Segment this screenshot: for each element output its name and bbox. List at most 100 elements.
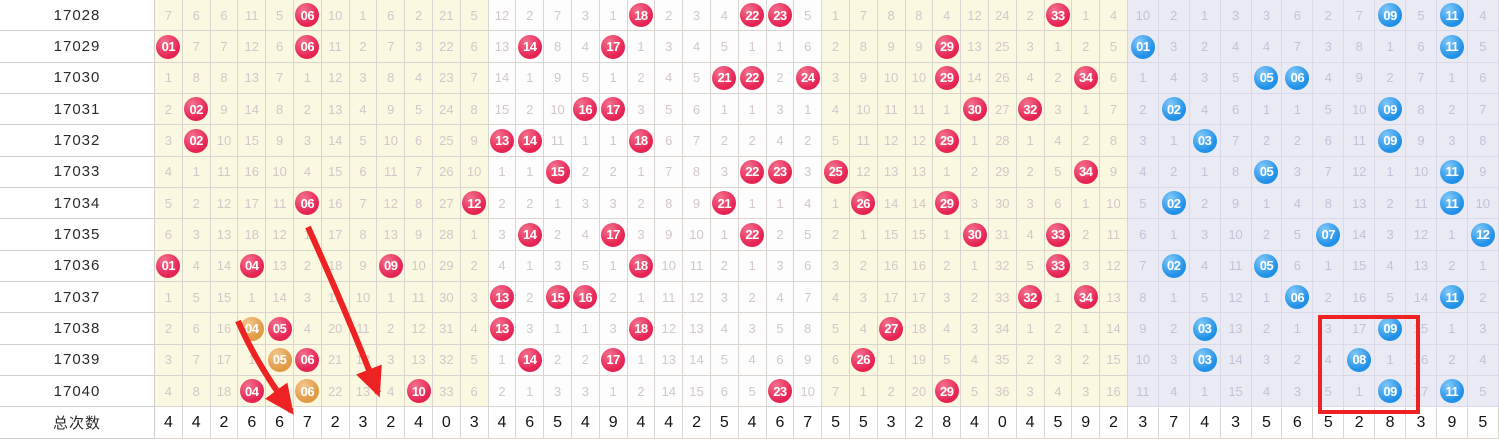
miss-count-cell: 3 (738, 313, 767, 345)
blue-ball-02: 02 (1161, 191, 1186, 216)
miss-count-cell: 10 (849, 94, 878, 126)
miss-count-cell: 1 (1189, 376, 1221, 408)
period-label: 17038 (0, 313, 155, 345)
ball-cell: 02 (182, 125, 211, 157)
miss-count-cell: 2 (1072, 219, 1101, 251)
ball-cell: 04 (238, 313, 267, 345)
miss-count-cell: 1 (627, 31, 656, 63)
blue-ball-09: 09 (1378, 97, 1403, 122)
miss-count-cell: 2 (571, 344, 600, 377)
total-count-cell: 3 (1220, 407, 1252, 439)
miss-count-cell: 9 (1344, 62, 1376, 95)
total-count-cell: 9 (1072, 407, 1101, 439)
miss-count-cell: 13 (377, 219, 406, 251)
total-count-cell: 2 (683, 407, 711, 439)
total-count-cell: 5 (710, 407, 739, 439)
miss-count-cell: 1 (849, 376, 878, 408)
period-label: 17036 (0, 250, 155, 283)
miss-count-cell: 5 (155, 188, 183, 220)
miss-count-cell: 6 (1406, 31, 1437, 63)
miss-count-cell: 28 (988, 125, 1017, 157)
miss-count-cell: 31 (432, 313, 461, 345)
miss-count-cell: 2 (1251, 313, 1283, 345)
miss-count-cell: 13 (1220, 313, 1252, 345)
miss-count-cell: 5 (1189, 282, 1221, 314)
total-count-cell: 4 (571, 407, 600, 439)
miss-count-cell: 5 (571, 62, 600, 95)
miss-count-cell: 2 (516, 282, 545, 314)
total-count-cell: 4 (405, 407, 433, 439)
miss-count-cell: 32 (432, 344, 461, 377)
miss-count-cell: 11 (849, 125, 878, 157)
miss-count-cell: 5 (766, 313, 795, 345)
ball-cell: 21 (710, 188, 739, 220)
miss-count-cell: 17 (1406, 376, 1437, 408)
miss-count-cell: 10 (877, 62, 906, 95)
miss-count-cell: 7 (655, 156, 684, 189)
miss-count-cell: 2 (599, 282, 628, 314)
ball-cell: 09 (1375, 376, 1407, 408)
miss-count-cell: 7 (377, 31, 406, 63)
miss-count-cell: 13 (683, 313, 711, 345)
red-ball-17: 17 (601, 97, 626, 122)
miss-count-cell: 5 (1016, 250, 1045, 283)
red-ball-17: 17 (601, 34, 626, 59)
miss-count-cell: 6 (710, 376, 739, 408)
miss-count-cell: 22 (432, 31, 461, 63)
ball-cell: 34 (1072, 156, 1101, 189)
miss-count-cell: 20 (905, 376, 934, 408)
miss-count-cell: 7 (460, 62, 489, 95)
miss-count-cell: 3 (1220, 0, 1252, 32)
miss-count-cell: 7 (182, 31, 211, 63)
miss-count-cell: 24 (988, 0, 1017, 32)
miss-count-cell: 2 (155, 313, 183, 345)
miss-count-cell: 9 (655, 219, 684, 251)
miss-count-cell: 14 (238, 94, 267, 126)
miss-count-cell: 2 (1189, 31, 1221, 63)
miss-count-cell: 8 (182, 62, 211, 95)
total-count-cell: 5 (849, 407, 878, 439)
miss-count-cell: 3 (961, 313, 989, 345)
ball-cell: 04 (238, 376, 267, 408)
total-count-cell: 5 (1313, 407, 1345, 439)
orange-ball-05: 05 (267, 347, 292, 372)
miss-count-cell: 3 (822, 62, 850, 95)
miss-count-cell: 1 (599, 0, 628, 32)
miss-count-cell: 5 (1220, 62, 1252, 95)
ball-cell: 22 (738, 156, 767, 189)
miss-count-cell: 11 (1406, 188, 1437, 220)
miss-count-cell: 6 (1044, 188, 1073, 220)
ball-cell: 21 (710, 62, 739, 95)
miss-count-cell: 1 (1072, 188, 1101, 220)
miss-count-cell: 12 (849, 156, 878, 189)
miss-count-cell: 7 (349, 188, 378, 220)
miss-count-cell: 10 (905, 62, 934, 95)
red-ball-25: 25 (823, 159, 848, 184)
miss-count-cell: 5 (405, 94, 433, 126)
ball-cell: 11 (1436, 282, 1468, 314)
ball-cell: 01 (1127, 31, 1159, 63)
miss-count-cell: 1 (599, 250, 628, 283)
miss-count-cell: 8 (1406, 94, 1437, 126)
miss-count-cell: 1 (1282, 94, 1314, 126)
total-count-cell: 4 (155, 407, 183, 439)
miss-count-cell: 3 (627, 94, 656, 126)
miss-count-cell: 4 (933, 313, 962, 345)
miss-count-cell: 3 (1072, 376, 1101, 408)
ball-cell: 26 (849, 188, 878, 220)
ball-cell: 11 (1436, 31, 1468, 63)
miss-count-cell: 4 (822, 282, 850, 314)
miss-count-cell: 4 (1189, 250, 1221, 283)
miss-count-cell: 1 (516, 376, 545, 408)
miss-count-cell: 7 (1313, 156, 1345, 189)
ball-cell: 29 (933, 188, 962, 220)
miss-count-cell: 8 (1313, 188, 1345, 220)
red-ball-12: 12 (462, 191, 487, 216)
period-label: 17037 (0, 282, 155, 314)
miss-count-cell: 6 (405, 125, 433, 157)
total-count-cell: 4 (1016, 407, 1045, 439)
red-ball-06: 06 (295, 34, 320, 59)
miss-count-cell: 3 (794, 156, 823, 189)
miss-count-cell: 8 (905, 0, 934, 32)
miss-count-cell: 12 (266, 219, 294, 251)
